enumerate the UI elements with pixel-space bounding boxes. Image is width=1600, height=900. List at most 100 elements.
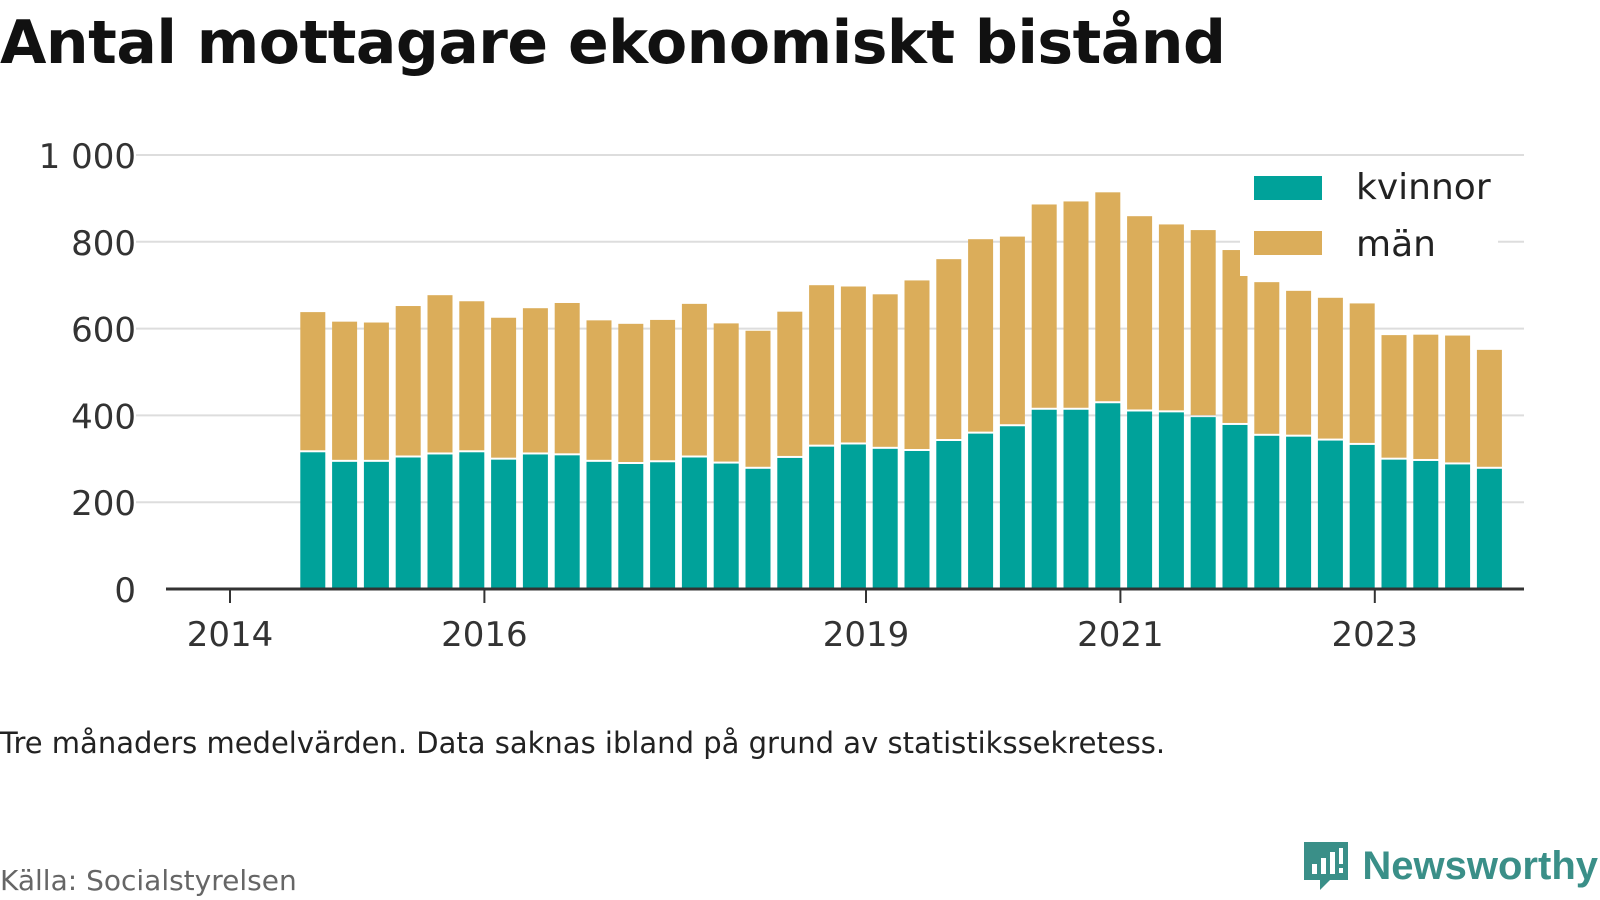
bar-kvinnor — [1158, 412, 1184, 589]
bar-man — [1158, 224, 1184, 411]
bar-kvinnor — [777, 457, 803, 589]
brand-name: Newsworthy — [1362, 843, 1598, 888]
bar-kvinnor — [1476, 468, 1502, 589]
bar-man — [1445, 335, 1471, 463]
bar-man — [968, 239, 994, 432]
bar-kvinnor — [1381, 459, 1407, 589]
bar-kvinnor — [1190, 417, 1216, 589]
bar-man — [554, 302, 580, 454]
x-tick-label: 2014 — [187, 615, 274, 655]
bar-kvinnor — [1127, 411, 1153, 589]
legend: kvinnor män — [1240, 156, 1498, 276]
bar-man — [1190, 230, 1216, 416]
bar-man — [1063, 201, 1089, 408]
bar-kvinnor — [809, 446, 835, 589]
bar-man — [618, 323, 644, 463]
y-tick-label: 600 — [71, 311, 136, 351]
bar-kvinnor — [1031, 409, 1057, 589]
bar-man — [650, 319, 676, 461]
bar-kvinnor — [522, 454, 548, 589]
bar-kvinnor — [1222, 424, 1248, 589]
bar-kvinnor — [872, 448, 898, 589]
bar-man — [1127, 216, 1153, 410]
bar-kvinnor — [1254, 435, 1280, 589]
x-axis: 2014 2016 2019 2021 2023 — [166, 587, 1524, 655]
bar-man — [999, 236, 1025, 425]
bar-kvinnor — [1317, 440, 1343, 589]
bar-man — [1095, 192, 1121, 402]
bar-kvinnor — [713, 463, 739, 589]
legend-label-kvinnor: kvinnor — [1356, 167, 1491, 208]
bar-man — [872, 294, 898, 447]
x-tick-label: 2019 — [823, 615, 910, 655]
x-tick-label: 2021 — [1077, 615, 1164, 655]
bar-man — [1286, 290, 1312, 435]
bars — [300, 192, 1502, 589]
chart-caption: Tre månaders medelvärden. Data saknas ib… — [0, 726, 1166, 760]
bar-kvinnor — [459, 452, 485, 589]
bar-man — [809, 285, 835, 445]
bar-man — [1349, 303, 1375, 443]
bar-man — [427, 295, 453, 453]
bar-kvinnor — [840, 444, 866, 589]
bar-man — [459, 301, 485, 451]
bar-man — [840, 286, 866, 443]
bar-kvinnor — [681, 457, 707, 589]
bar-kvinnor — [586, 461, 612, 589]
y-axis-ticks: 0 200 400 600 800 1 000 — [39, 137, 136, 611]
bar-kvinnor — [999, 426, 1025, 589]
bar-kvinnor — [395, 457, 421, 589]
bar-kvinnor — [968, 433, 994, 589]
bar-kvinnor — [491, 459, 517, 589]
bar-man — [491, 317, 517, 458]
bar-kvinnor — [1095, 403, 1121, 589]
bar-kvinnor — [745, 468, 771, 589]
y-tick-label: 200 — [71, 484, 136, 524]
bar-kvinnor — [363, 461, 389, 589]
bar-man — [1381, 335, 1407, 458]
newsworthy-logo-icon — [1304, 842, 1349, 890]
bar-man — [1317, 297, 1343, 439]
bar-kvinnor — [554, 455, 580, 589]
bar-kvinnor — [427, 454, 453, 589]
legend-label-man: män — [1356, 224, 1436, 265]
bar-man — [681, 303, 707, 456]
x-tick-label: 2023 — [1332, 615, 1419, 655]
legend-swatch-man — [1254, 231, 1322, 255]
bar-kvinnor — [618, 464, 644, 589]
bar-man — [363, 322, 389, 460]
source-note: Källa: Socialstyrelsen — [0, 864, 297, 897]
bar-man — [936, 259, 962, 440]
bar-man — [1476, 349, 1502, 467]
y-tick-label: 800 — [71, 224, 136, 264]
bar-man — [395, 306, 421, 456]
bar-kvinnor — [904, 450, 930, 589]
x-tick-label: 2016 — [441, 615, 528, 655]
bar-kvinnor — [1286, 436, 1312, 589]
bar-kvinnor — [1063, 409, 1089, 589]
bar-man — [1254, 282, 1280, 434]
bar-man — [904, 280, 930, 449]
bar-man — [300, 312, 326, 451]
y-tick-label: 0 — [114, 571, 136, 611]
bar-kvinnor — [1349, 444, 1375, 589]
y-tick-label: 400 — [71, 397, 136, 437]
bar-kvinnor — [1445, 464, 1471, 589]
bar-man — [332, 321, 358, 460]
chart-title: Antal mottagare ekonomiskt bistånd — [0, 8, 1226, 78]
y-tick-label: 1 000 — [39, 137, 136, 177]
bar-man — [1222, 250, 1248, 423]
bar-kvinnor — [1413, 460, 1439, 589]
brand-logo: Newsworthy — [1300, 838, 1598, 894]
bar-man — [713, 323, 739, 462]
bar-kvinnor — [332, 461, 358, 589]
bar-man — [522, 308, 548, 453]
bar-man — [586, 320, 612, 460]
bar-kvinnor — [300, 452, 326, 589]
bar-man — [1413, 334, 1439, 459]
bar-man — [777, 311, 803, 456]
bar-kvinnor — [650, 462, 676, 589]
bar-man — [1031, 204, 1057, 408]
bar-kvinnor — [936, 441, 962, 589]
